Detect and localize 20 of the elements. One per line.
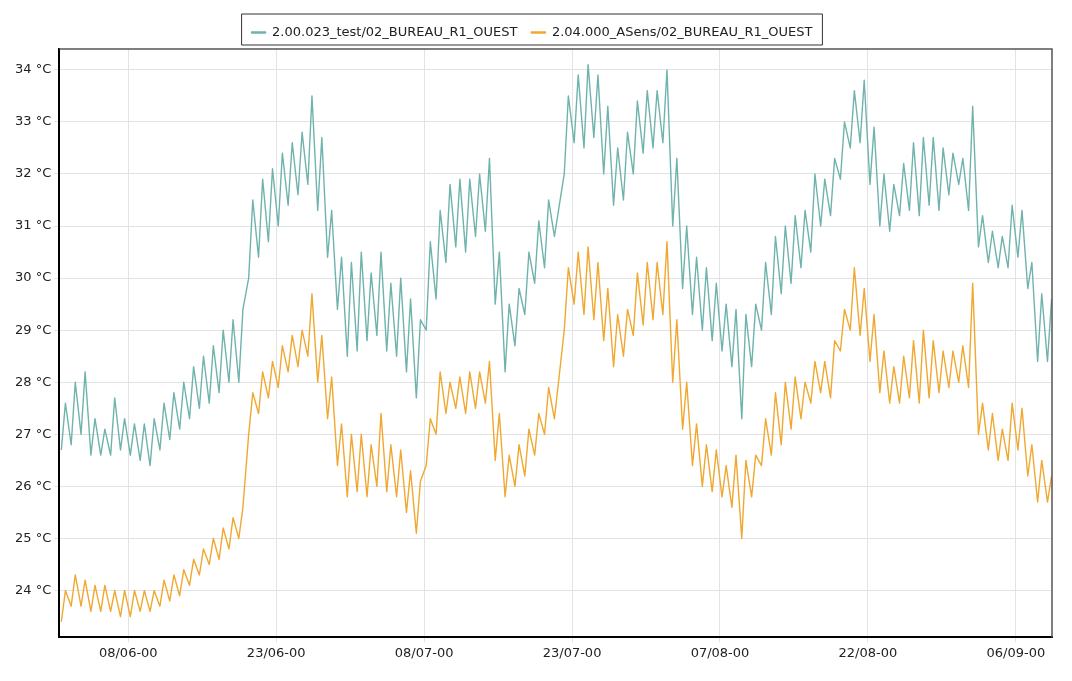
y-tick-label: 32 °C [14,165,52,181]
x-tick-label: 08/07-00 [394,644,454,660]
x-tick-label: 07/08-00 [690,644,750,660]
y-tick-label: 27 °C [14,425,52,441]
y-tick-label: 33 °C [14,113,52,129]
x-tick-label: 23/07-00 [542,644,602,660]
y-tick-label: 28 °C [14,373,52,389]
x-tick-label: 08/06-00 [98,644,158,660]
y-tick-label: 34 °C [14,61,52,77]
y-tick-label: 25 °C [14,529,52,545]
x-tick-label: 22/08-00 [838,644,898,660]
y-tick-label: 29 °C [14,321,52,337]
x-tick-label: 23/06-00 [246,644,306,660]
y-tick-label: 24 °C [14,581,52,597]
y-tick-label: 30 °C [14,269,52,285]
legend-label: 2.00.023_test/02_BUREAU_R1_OUEST [272,23,518,39]
y-tick-label: 31 °C [14,217,52,233]
y-tick-label: 26 °C [14,477,52,493]
x-tick-label: 06/09-00 [986,644,1046,660]
legend-label: 2.04.000_ASens/02_BUREAU_R1_OUEST [551,23,813,39]
